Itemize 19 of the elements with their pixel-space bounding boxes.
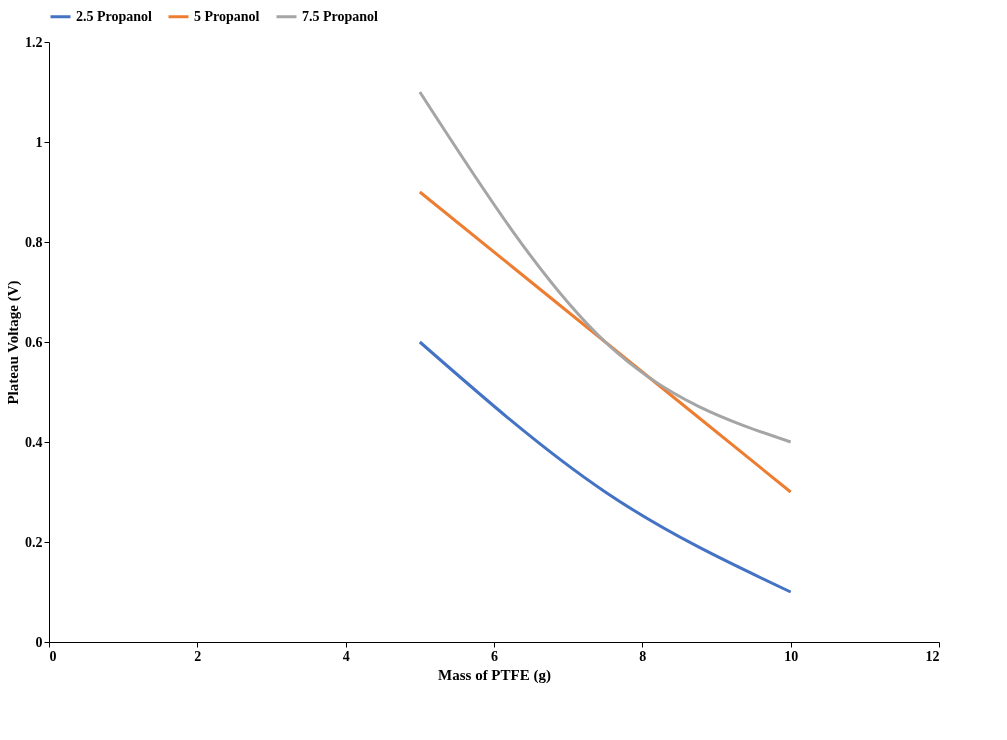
y-tick-label: 0.6 xyxy=(25,334,43,350)
y-tick-label: 0.2 xyxy=(25,534,43,550)
x-tick-label: 8 xyxy=(639,648,647,664)
y-tick-label: 0 xyxy=(35,634,43,650)
x-tick-label: 10 xyxy=(784,648,799,664)
y-tick-label: 1 xyxy=(35,134,43,150)
x-tick-label: 2 xyxy=(194,648,202,664)
y-tick-label: 0.4 xyxy=(25,434,43,450)
x-tick-label: 4 xyxy=(342,648,350,664)
y-tick-label: 0.8 xyxy=(25,234,43,250)
y-tick-label: 1.2 xyxy=(25,34,43,50)
x-tick-label: 0 xyxy=(49,648,57,664)
y-axis-title: Plateau Voltage (V) xyxy=(5,280,22,405)
x-axis-title: Mass of PTFE (g) xyxy=(438,666,551,684)
legend-label: 2.5 Propanol xyxy=(76,8,153,24)
legend-label: 7.5 Propanol xyxy=(302,8,379,24)
legend-label: 5 Propanol xyxy=(194,8,260,24)
x-tick-label: 6 xyxy=(491,648,498,664)
x-tick-label: 12 xyxy=(925,648,940,664)
